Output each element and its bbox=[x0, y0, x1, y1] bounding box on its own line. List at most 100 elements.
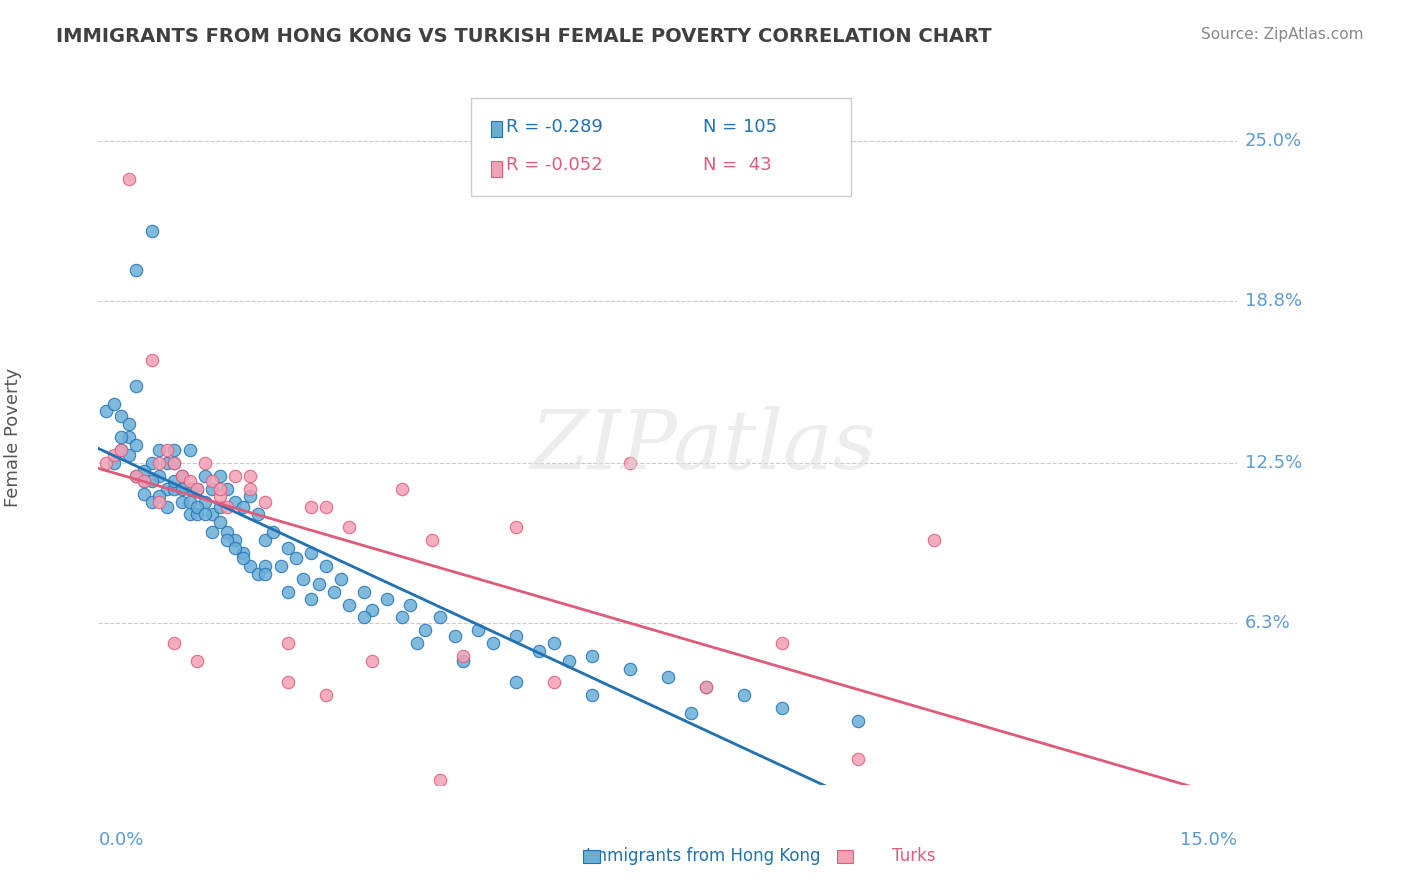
Point bbox=[208, 500, 231, 514]
Point bbox=[330, 572, 353, 586]
Point bbox=[103, 448, 125, 462]
Point bbox=[132, 487, 155, 501]
Point bbox=[194, 508, 217, 522]
Point bbox=[186, 508, 208, 522]
Point bbox=[201, 525, 224, 540]
Point bbox=[322, 584, 344, 599]
Point bbox=[429, 772, 451, 787]
Point bbox=[558, 654, 581, 668]
Point bbox=[156, 442, 179, 457]
Point bbox=[224, 533, 246, 548]
Point bbox=[132, 464, 155, 478]
Point bbox=[94, 456, 117, 470]
Point bbox=[254, 566, 277, 581]
Point bbox=[353, 610, 375, 624]
Text: 15.0%: 15.0% bbox=[1180, 831, 1237, 849]
Text: IMMIGRANTS FROM HONG KONG VS TURKISH FEMALE POVERTY CORRELATION CHART: IMMIGRANTS FROM HONG KONG VS TURKISH FEM… bbox=[56, 27, 991, 45]
Point bbox=[217, 533, 239, 548]
Point bbox=[770, 700, 793, 714]
Point bbox=[406, 636, 429, 650]
Text: Immigrants from Hong Kong: Immigrants from Hong Kong bbox=[586, 847, 820, 865]
Point bbox=[179, 482, 201, 496]
Point bbox=[110, 442, 132, 457]
Point bbox=[170, 494, 193, 508]
Point bbox=[125, 468, 148, 483]
Point bbox=[208, 489, 231, 503]
Text: N =  43: N = 43 bbox=[703, 156, 772, 174]
Point bbox=[770, 636, 793, 650]
Point bbox=[337, 520, 360, 534]
Point bbox=[679, 706, 702, 720]
Point bbox=[163, 456, 186, 470]
Point bbox=[141, 352, 163, 367]
Point bbox=[179, 508, 201, 522]
Point bbox=[482, 636, 505, 650]
Point bbox=[846, 752, 869, 766]
Point bbox=[208, 515, 231, 529]
Point bbox=[284, 551, 307, 566]
Point bbox=[194, 494, 217, 508]
Point bbox=[657, 670, 679, 684]
Point bbox=[398, 598, 420, 612]
Point bbox=[224, 494, 246, 508]
Point bbox=[208, 468, 231, 483]
Point bbox=[262, 525, 284, 540]
Point bbox=[246, 508, 269, 522]
Point bbox=[429, 610, 451, 624]
Point bbox=[315, 558, 337, 573]
Point bbox=[232, 500, 254, 514]
Point bbox=[186, 482, 208, 496]
Point bbox=[186, 482, 208, 496]
Point bbox=[179, 494, 201, 508]
Point bbox=[170, 468, 193, 483]
Point bbox=[201, 508, 224, 522]
Point bbox=[163, 482, 186, 496]
Point bbox=[695, 680, 717, 694]
Point bbox=[299, 546, 322, 560]
Point bbox=[217, 482, 239, 496]
Point bbox=[132, 474, 155, 488]
Text: 25.0%: 25.0% bbox=[1244, 132, 1302, 150]
Point bbox=[270, 558, 292, 573]
Point bbox=[103, 456, 125, 470]
Point bbox=[360, 603, 382, 617]
Point bbox=[581, 688, 603, 702]
Point bbox=[194, 456, 217, 470]
Point bbox=[110, 442, 132, 457]
Point bbox=[224, 468, 246, 483]
Point bbox=[103, 396, 125, 410]
Point bbox=[148, 468, 170, 483]
Text: 0.0%: 0.0% bbox=[98, 831, 143, 849]
Point bbox=[118, 172, 141, 186]
Point bbox=[125, 468, 148, 483]
Point bbox=[163, 636, 186, 650]
Point bbox=[413, 624, 436, 638]
Point bbox=[125, 262, 148, 277]
Point bbox=[391, 482, 413, 496]
Point bbox=[505, 628, 527, 642]
Point bbox=[315, 688, 337, 702]
Point bbox=[163, 456, 186, 470]
Point bbox=[277, 674, 299, 689]
Point bbox=[125, 378, 148, 392]
Point bbox=[156, 500, 179, 514]
Point bbox=[94, 404, 117, 418]
Point bbox=[360, 654, 382, 668]
Text: Turks: Turks bbox=[891, 847, 936, 865]
Point bbox=[148, 489, 170, 503]
Point bbox=[695, 680, 717, 694]
Point bbox=[444, 628, 467, 642]
Point bbox=[543, 674, 565, 689]
Point bbox=[422, 533, 444, 548]
Point bbox=[733, 688, 755, 702]
Point bbox=[148, 442, 170, 457]
Point bbox=[118, 448, 141, 462]
Point bbox=[527, 644, 550, 658]
Point bbox=[163, 442, 186, 457]
Point bbox=[254, 494, 277, 508]
Point bbox=[148, 494, 170, 508]
Point bbox=[299, 500, 322, 514]
Point bbox=[922, 533, 945, 548]
Point bbox=[543, 636, 565, 650]
Point bbox=[118, 430, 141, 444]
